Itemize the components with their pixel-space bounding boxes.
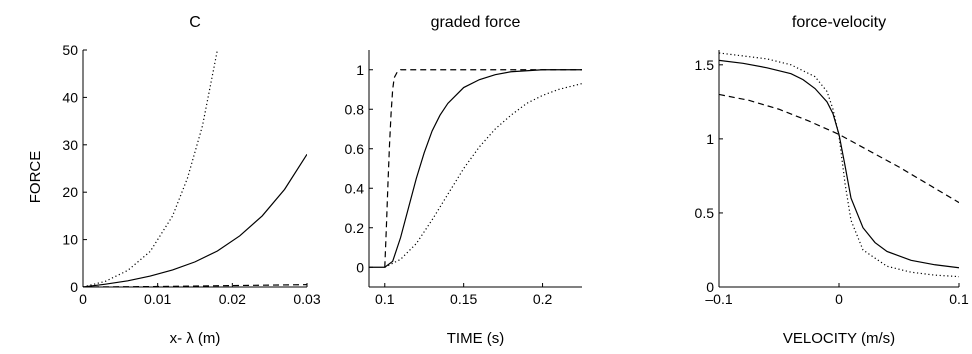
y-tick-label: 1 — [706, 131, 714, 147]
y-tick-label: 40 — [62, 89, 78, 105]
x-tick-label: 0.15 — [450, 291, 477, 307]
y-tick-label: 10 — [62, 232, 78, 248]
x-axis-label: TIME (s) — [447, 330, 505, 347]
series-line-dashed — [83, 284, 307, 287]
y-tick-label: 20 — [62, 184, 78, 200]
x-tick-label: 0.2 — [533, 291, 553, 307]
y-tick-label: 1.5 — [695, 57, 715, 73]
chart-title: graded force — [431, 14, 521, 31]
series-line-dotted — [384, 82, 582, 268]
y-tick-label: 0.8 — [345, 101, 365, 117]
x-tick-label: 0 — [79, 291, 87, 307]
y-tick-label: 0 — [356, 259, 364, 275]
x-tick-label: 0.01 — [144, 291, 171, 307]
y-tick-label: 0.6 — [345, 141, 365, 157]
y-tick-label: 30 — [62, 137, 78, 153]
y-tick-label: 0 — [70, 279, 78, 295]
series-line-solid — [719, 59, 959, 269]
x-tick-label: 0.1 — [375, 291, 395, 307]
y-tick-label: 50 — [62, 42, 78, 58]
series-line-dashed — [719, 93, 959, 204]
chart-panel-graded-force: 0.1 0.15 0.2 0 0.2 0.4 0.6 0.8 1 graded force TIME… — [345, 14, 582, 347]
y-tick-label: 0 — [706, 279, 714, 295]
x-tick-label: 0.02 — [219, 291, 246, 307]
x-tick-label: 0.1 — [949, 291, 969, 307]
figure-ylabel: FORCE — [27, 151, 44, 204]
chart-panel-c: 0 0.01 0.02 0.03 0 10 20 30 40 50 Cx- λ (m) — [62, 14, 320, 347]
y-tick-label: 0.4 — [345, 180, 365, 196]
x-tick-label: –0.1 — [705, 291, 732, 307]
series-line-dotted — [83, 49, 218, 287]
series-line-dashed — [384, 69, 582, 268]
x-tick-label: 0.03 — [293, 291, 320, 307]
chart-title: C — [189, 14, 201, 31]
series-line-solid — [369, 69, 582, 268]
series-line-dotted — [719, 52, 959, 278]
series-line-solid — [83, 153, 307, 287]
y-tick-label: 0.2 — [345, 220, 365, 236]
x-axis-label: VELOCITY (m/s) — [783, 330, 895, 347]
x-axis-label: x- λ (m) — [170, 330, 221, 347]
y-tick-label: 0.5 — [695, 205, 715, 221]
x-tick-label: 0 — [835, 291, 843, 307]
chart-title: force-velocity — [792, 14, 886, 31]
y-tick-label: 1 — [356, 62, 364, 78]
